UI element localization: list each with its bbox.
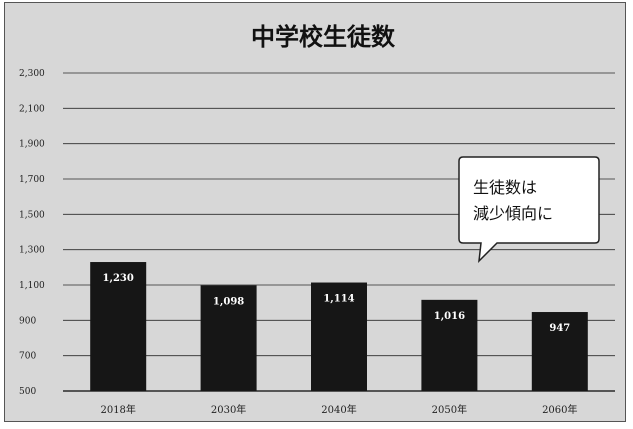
y-tick-label: 2,300 (19, 69, 45, 79)
x-tick-label: 2050年 (432, 403, 467, 416)
callout-line-2: 減少傾向に (473, 204, 553, 223)
y-tick-label: 1,700 (19, 175, 45, 185)
bar-value-label: 1,016 (434, 311, 465, 322)
bar-value-label: 947 (549, 323, 570, 334)
callout-line-1: 生徒数は (473, 178, 537, 197)
y-tick-label: 1,500 (19, 210, 45, 220)
x-tick-label: 2060年 (542, 403, 577, 416)
gridlines (63, 72, 615, 392)
y-tick-label: 2,100 (19, 104, 45, 114)
y-tick-label: 500 (19, 387, 36, 397)
x-axis-ticks: 2018年 2030年 2040年 2050年 2060年 (100, 403, 577, 416)
y-tick-label: 900 (19, 316, 36, 326)
bar-value-label: 1,098 (213, 296, 244, 307)
bar (531, 312, 588, 391)
callout-bubble (458, 156, 600, 264)
y-axis-ticks: 500 700 900 1,100 1,300 1,500 1,700 1,900 2,100 2… (19, 69, 45, 397)
bar-value-label: 1,230 (103, 273, 134, 284)
bar (421, 299, 478, 391)
chart-frame: 中学校生徒数 500 700 900 1,100 1,300 1,500 1,700 1,90… (4, 2, 626, 422)
bars: 1,230 1,098 1,114 1,016 947 (90, 262, 588, 391)
y-tick-label: 700 (19, 352, 36, 362)
bar (311, 282, 367, 391)
x-tick-label: 2030年 (211, 403, 246, 416)
y-tick-label: 1,100 (19, 281, 45, 291)
annotation-callout: 生徒数は 減少傾向に (458, 156, 600, 264)
y-tick-label: 1,900 (19, 140, 45, 150)
chart-title: 中学校生徒数 (251, 23, 396, 51)
bar-value-label: 1,114 (323, 294, 354, 305)
x-tick-label: 2018年 (100, 403, 135, 416)
bar (90, 262, 147, 391)
y-tick-label: 1,300 (19, 246, 45, 256)
bar-chart: 中学校生徒数 500 700 900 1,100 1,300 1,500 1,700 1,90… (19, 23, 615, 416)
x-tick-label: 2040年 (321, 403, 356, 416)
bar (200, 285, 257, 391)
